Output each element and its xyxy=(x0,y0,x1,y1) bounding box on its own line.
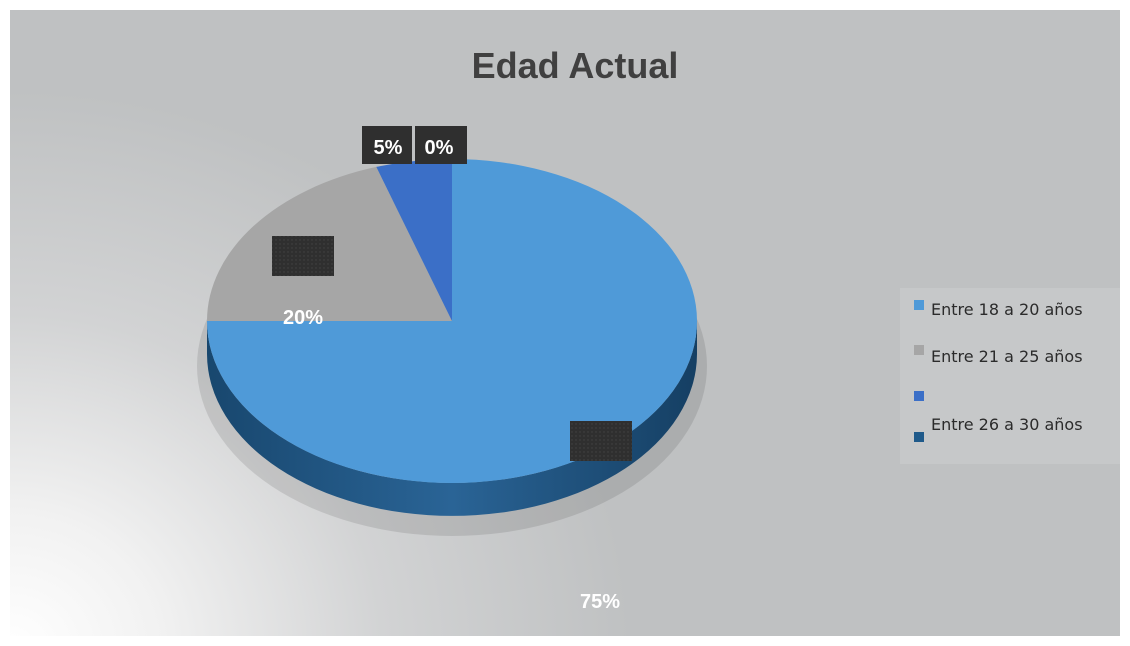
data-label: 20% xyxy=(283,307,323,329)
pie-slice xyxy=(376,159,452,321)
legend-swatch xyxy=(914,300,924,310)
legend-label: Entre 18 a 20 años xyxy=(931,300,1083,319)
data-label-box xyxy=(362,126,412,164)
data-label-box xyxy=(415,126,467,164)
data-label: 5% xyxy=(374,137,403,159)
pie-side-wall xyxy=(207,321,697,516)
legend-label: Entre 26 a 30 años xyxy=(931,415,1083,434)
data-label: 75% xyxy=(580,591,620,613)
legend-swatch xyxy=(914,345,924,355)
data-label: 0% xyxy=(425,137,454,159)
legend-label: Entre 21 a 25 años xyxy=(931,347,1083,366)
data-label-box xyxy=(272,236,334,276)
legend xyxy=(900,288,1120,464)
data-label-box xyxy=(570,421,632,461)
legend-swatch xyxy=(914,391,924,401)
chart-title: Edad Actual xyxy=(472,45,679,86)
chart-area: Edad Actual 75% 20% 5% 0% Entre 18 a 20 año… xyxy=(10,10,1120,636)
pie-chart: Edad Actual 75% 20% 5% 0% Entre 18 a 20 año… xyxy=(197,45,1120,613)
legend-swatch xyxy=(914,432,924,442)
